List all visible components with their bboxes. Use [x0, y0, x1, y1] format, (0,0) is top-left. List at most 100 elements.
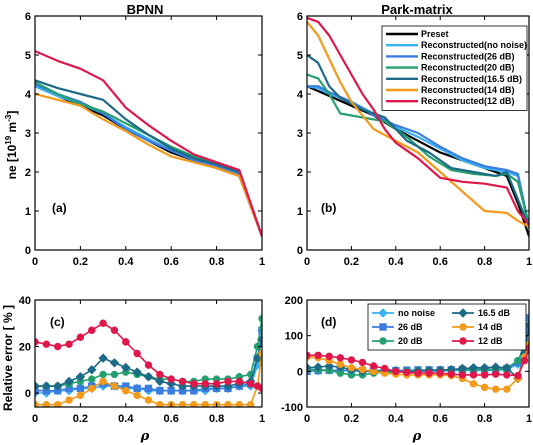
panel-c-xtick-label: 0.6: [164, 413, 179, 425]
panel-d-xtick-label: 0: [304, 413, 310, 425]
panel-b-ytick-label: 6: [297, 11, 303, 23]
panel-c-series-16.5-point: [64, 376, 74, 387]
legend-label-16.5: Reconstructed(16.5 dB): [421, 74, 522, 84]
panel-c-series-12-point: [54, 342, 62, 351]
panel-d-series-12-point: [520, 356, 529, 365]
panel-d-series-12-point: [447, 370, 455, 378]
panel-d-series-12-point: [514, 371, 522, 380]
panel-c-series-12-point: [133, 349, 141, 358]
panel-a-series-12-line: [35, 50, 262, 237]
panel-c-series-12-point: [122, 338, 130, 346]
panel-c-series-26-point: [76, 384, 85, 393]
panel-c-ytick-label: 0: [25, 388, 31, 400]
panel-b-ytick-label: 2: [297, 167, 303, 179]
panel-c-series-16.5-point: [109, 358, 120, 368]
panel-d-series-14-point: [492, 385, 500, 393]
panel-c-series-14-point: [65, 396, 73, 404]
panel-c-series-14-point: [88, 384, 96, 393]
panel-a-series-nonoise-line: [35, 85, 262, 237]
panel-a-xtick-label: 0.6: [164, 256, 179, 268]
panel-c-series-16.5-point: [121, 362, 131, 373]
panel-b-series-16.5-line: [307, 54, 529, 228]
panel-c-series-16.5-point: [132, 367, 142, 377]
panel-d-xtick-label: 1: [526, 413, 532, 425]
legend-marker-nonoise: [378, 308, 388, 318]
panel-a-series-20-line: [35, 81, 262, 237]
panel-c: 0 0.2 0.4 0.6 0.8 1 0 20 40 (c): [19, 295, 265, 425]
panel-a-xtick-label: 0: [32, 256, 38, 268]
panel-d-series-14-point: [347, 364, 356, 372]
panel-a-series-preset-line: [35, 85, 262, 237]
panel-a-ytick-label: 1: [25, 206, 31, 218]
panel-d-series-12-point: [469, 371, 478, 379]
panel-b-label: (b): [321, 201, 336, 215]
panel-c-series-12-point: [110, 326, 119, 334]
panel-b-xtick-label: 0: [304, 256, 310, 268]
panel-c-series-20-line: [35, 318, 262, 387]
panel-d-ytick-label: 200: [285, 295, 303, 307]
panel-c-series-12-point: [167, 375, 175, 383]
panel-b-ytick-label: 1: [297, 206, 303, 218]
panel-c-series-14-point: [156, 400, 164, 407]
legend-label-nonoise: Reconstructed(no noise): [421, 40, 527, 50]
panel-c-series-12-point: [65, 340, 73, 348]
panel-d-series-12-point: [503, 371, 511, 379]
legend-marker-16.5: [458, 308, 468, 318]
panel-d-legend: no noise 16.5 dB 26 dB 14 dB 20 dB 12 dB: [367, 303, 527, 351]
panel-a-ytick-label: 5: [25, 50, 31, 62]
panel-d-series-12-point: [336, 354, 344, 362]
panel-c-series-26-line: [35, 330, 262, 392]
panel-d-ytick-label: 0: [297, 366, 303, 378]
panel-c-series-12-point: [76, 333, 85, 341]
panel-c-series-12-point: [190, 380, 198, 388]
panel-c-ytick-label: 20: [19, 342, 31, 354]
panel-c-series-12-point: [42, 340, 51, 348]
panel-c-series-26-point: [167, 387, 175, 395]
panel-b-series-preset-line: [307, 85, 529, 237]
panel-a-xtick-label: 0.4: [118, 256, 134, 268]
legend-label-14: 14 dB: [478, 322, 503, 332]
panel-d-xtick-label: 0.6: [433, 413, 448, 425]
panel-d-series-12-point: [369, 362, 378, 370]
panel-d-series-14-line: [307, 344, 529, 391]
panel-d-series-14-point: [336, 360, 344, 368]
panel-c-series-12-line: [35, 322, 262, 390]
panel-a-ytick-label: 0: [25, 245, 31, 257]
panel-c-series-20-point: [110, 370, 119, 379]
panel-d-series-16.5-line: [307, 324, 529, 380]
panel-c-series-26-point: [35, 387, 39, 395]
panel-c-series-16.5-point: [75, 372, 86, 382]
panel-c-series-16.5-point: [87, 365, 97, 375]
panel-d-series-14-point: [358, 365, 367, 374]
panel-a-xtick-label: 0.8: [209, 256, 224, 268]
panel-d-xtick-label: 0.8: [477, 413, 492, 425]
panel-b-xtick-label: 0.8: [477, 256, 492, 268]
panel-c-series-16.5-point: [143, 372, 154, 382]
legend-label-20: 20 dB: [398, 336, 423, 346]
legend-label-12: Reconstructed(12 dB): [421, 96, 515, 106]
panel-c-series-16.5-point: [35, 381, 40, 391]
panel-d-series-12-point: [425, 369, 433, 377]
panel-a-label: (a): [52, 201, 67, 215]
panel-d-series-12-point: [314, 351, 322, 359]
panel-c-series-14-point: [144, 396, 153, 404]
panel-c-series-14-point: [35, 400, 39, 407]
panel-c-series-14-line: [35, 353, 262, 406]
panel-c-series-26-point: [133, 384, 141, 393]
legend-label-12: 12 dB: [478, 336, 503, 346]
panel-b-xtick-label: 0.6: [433, 256, 448, 268]
panel-c-series-12-point: [246, 380, 255, 388]
panel-b-ytick-label: 4: [297, 89, 304, 101]
panel-b-series-26-line: [307, 85, 529, 227]
panel-a: 0 0.2 0.4 0.6 0.8 1 0 1 2 3 4 5 6 (a): [25, 11, 265, 268]
panel-c-series-16.5-point: [257, 334, 262, 345]
panel-c-series-12-point: [99, 319, 107, 327]
panel-d-series-16.5-point: [313, 362, 323, 372]
panel-a-ytick-label: 3: [25, 128, 31, 140]
panel-c-series-14-point: [246, 400, 255, 407]
panel-c-series-20-point: [88, 375, 96, 383]
panel-c-series-16.5-point: [155, 376, 165, 387]
panel-c-series-12-point: [224, 377, 232, 386]
